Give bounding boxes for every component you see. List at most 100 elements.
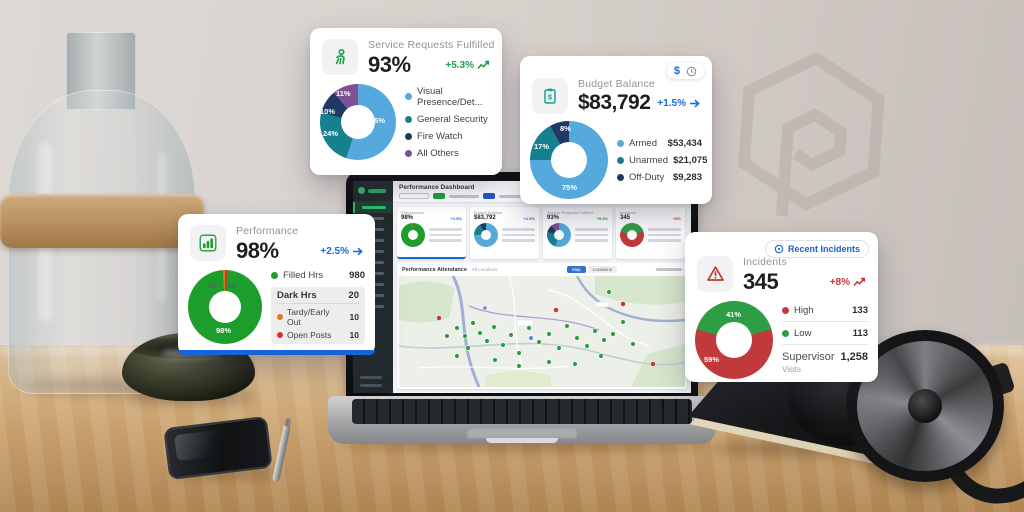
legend-item-high: High 133 <box>782 305 868 322</box>
incidents-legend: High 133 Low 113 Supervisor Visits 1,258 <box>782 305 868 375</box>
legend-item-low: Low 113 <box>782 328 868 345</box>
legend-item: General Security <box>405 114 492 125</box>
card-budget-balance: $ $ Budget Balance $83,792 +1.5% <box>520 56 712 204</box>
card-accent-bar <box>178 350 375 355</box>
legend-item: Visual Presence/Det... <box>405 86 492 108</box>
legend-item-supervisor-visits: Supervisor Visits 1,258 <box>782 351 868 374</box>
dollar-toggle-button[interactable]: $ <box>673 65 680 77</box>
card-title: Performance <box>236 225 299 237</box>
clock-icon[interactable] <box>686 66 697 77</box>
toggle-locations-view[interactable]: Locations <box>587 266 617 273</box>
bottle-wood-band <box>0 194 204 248</box>
card-service-requests: Service Requests Fulfilled 93% +5.3% 55%… <box>310 28 502 175</box>
active-badge-blue <box>483 193 495 199</box>
hexagon-p-logo-watermark <box>738 51 885 217</box>
budget-legend: Armed $53,434 Unarmed $21,075 Off-Duty $9,2… <box>617 138 707 183</box>
card-value: 93% <box>368 52 411 77</box>
card-value: 345 <box>743 269 779 294</box>
legend-dot <box>782 330 789 337</box>
dark-hrs-group: Dark Hrs 20 Tardy/Early Out 10 Open Posts 1… <box>271 287 365 344</box>
card-change: +1.5% <box>657 98 700 109</box>
bar-chart-icon <box>190 225 226 261</box>
performance-legend: Filled Hrs 980 Dark Hrs 20 Tardy/Early Out… <box>271 270 365 344</box>
kpi-mini-cards: Performance 98% +2.5% Budget Balance $83,… <box>397 207 685 259</box>
legend-item: Off-Duty $9,283 <box>617 172 702 183</box>
map-view-toggle: Map Locations <box>566 266 617 273</box>
dashboard-filter-row <box>399 193 685 199</box>
trend-up-icon <box>853 277 866 287</box>
dark-hrs-header: Dark Hrs 20 <box>277 290 359 304</box>
legend-item-tardy: Tardy/Early Out 10 <box>277 307 359 327</box>
legend-dot <box>617 173 624 181</box>
map-graphic <box>399 276 685 387</box>
legend-dot <box>782 307 789 314</box>
budget-toolbar: $ <box>666 63 704 79</box>
mini-donut-performance <box>401 223 425 247</box>
dashboard-title: Performance Dashboard <box>399 184 475 191</box>
service-requests-donut-chart: 55% 24% 10% 11% <box>320 84 396 160</box>
guard-person-icon <box>322 39 358 75</box>
legend-item: Fire Watch <box>405 131 492 142</box>
legend-dot <box>277 332 283 338</box>
card-incidents: Recent Incidents Incidents 345 +8% <box>685 232 878 382</box>
mini-donut-budget <box>474 223 498 247</box>
active-badge-green <box>433 193 445 199</box>
headphone-earcup <box>846 330 1004 482</box>
laptop-trackpad[interactable] <box>466 427 578 439</box>
account-selector[interactable] <box>399 193 429 199</box>
map-header-extra <box>656 268 682 271</box>
mini-card-performance[interactable]: Performance 98% +2.5% <box>397 207 466 259</box>
warning-triangle-icon <box>697 256 733 292</box>
recent-incidents-button[interactable]: Recent Incidents <box>764 240 869 258</box>
attendance-map-panel: Performance Attendance All Locations Map… <box>397 263 687 389</box>
legend-dot <box>405 93 412 100</box>
logo-wordmark <box>368 188 386 193</box>
legend-item: Unarmed $21,075 <box>617 155 707 166</box>
card-title: Incidents <box>743 256 787 268</box>
card-value: 98% <box>236 238 279 263</box>
card-change: +5.3% <box>445 60 490 71</box>
legend-item-filled-hrs: Filled Hrs 980 <box>271 270 365 281</box>
card-title: Budget Balance <box>578 78 655 90</box>
legend-dot <box>271 272 278 279</box>
legend-dot <box>405 149 412 157</box>
legend-dot <box>405 132 412 140</box>
sidebar-item-dashboard[interactable] <box>353 202 393 213</box>
legend-item: Armed $53,434 <box>617 138 702 149</box>
mini-card-budget[interactable]: Budget Balance $83,792 +1.5% <box>470 207 539 259</box>
trend-up-icon <box>477 60 490 70</box>
locations-map[interactable] <box>399 276 685 387</box>
mini-card-service-requests[interactable]: Service Requests Fulfilled 93% +5.3% <box>543 207 612 259</box>
budget-clipboard-icon: $ <box>532 78 568 114</box>
legend-item-open-posts: Open Posts 10 <box>277 330 359 340</box>
card-change: +8% <box>830 277 866 288</box>
filter-text-bar-2 <box>499 194 521 198</box>
legend-dot <box>405 115 412 123</box>
budget-donut-chart: 75% 17% 8% <box>530 121 608 199</box>
map-panel-header: Performance Attendance All Locations Map… <box>397 263 687 276</box>
target-icon <box>774 244 784 254</box>
mini-card-incidents[interactable]: Incidents 345 +8% <box>616 207 685 259</box>
toggle-map-view[interactable]: Map <box>566 266 586 273</box>
dashboard-logo <box>353 181 393 202</box>
mini-donut-incidents <box>620 223 644 247</box>
legend-dot <box>277 314 283 320</box>
laptop-keyboard[interactable] <box>352 399 692 424</box>
card-title: Service Requests Fulfilled <box>368 39 495 51</box>
laptop-dashboard-screen: Performance Dashboard Performance 98% +2.… <box>353 181 691 393</box>
legend-dot <box>617 156 624 164</box>
mini-donut-service <box>547 223 571 247</box>
map-panel-title: Performance Attendance <box>402 266 467 273</box>
card-change: +2.5% <box>320 246 363 257</box>
legend-item: All Others <box>405 148 492 159</box>
laptop-lid-notch <box>486 438 558 443</box>
svg-text:$: $ <box>548 93 553 102</box>
map-panel-subtitle: All Locations <box>471 267 498 272</box>
laptop-base <box>328 396 716 444</box>
filter-text-bar <box>449 194 479 198</box>
laptop-screen-bezel: Performance Dashboard Performance 98% +2.… <box>346 172 698 398</box>
sidebar-footer <box>360 376 382 387</box>
card-performance: Performance 98% +2.5% 98% 1% 1% Filled H… <box>178 214 375 355</box>
dashboard-main: Performance Dashboard Performance 98% +2.… <box>393 181 691 393</box>
